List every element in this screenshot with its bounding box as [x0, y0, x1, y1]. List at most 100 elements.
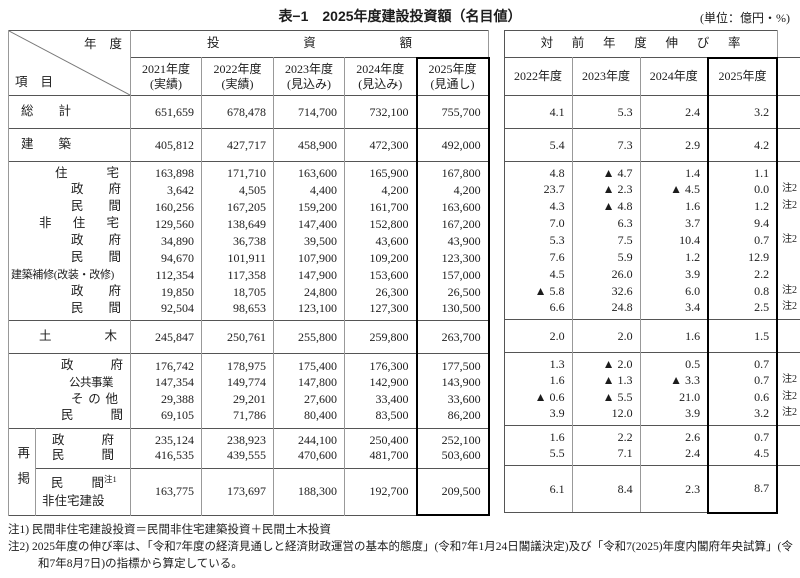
growth-value: 6.3	[571, 215, 641, 232]
growth-value: 2.4	[639, 445, 709, 466]
invest-value: 147,900	[273, 266, 345, 284]
growth-value: 4.2	[707, 128, 779, 162]
invest-value: 176,300	[344, 353, 417, 374]
table-row: 4.1 5.3 2.4 3.2	[503, 95, 800, 129]
invest-value: 101,911	[201, 249, 274, 267]
table-row: 住宅 163,898 171,710 163,600 165,900 167,800	[8, 160, 490, 182]
growth-value: ▲ 1.3	[571, 372, 641, 389]
invest-value: 98,653	[201, 300, 274, 321]
growth-value: 4.8	[503, 161, 573, 181]
growth-value: 8.4	[571, 465, 641, 513]
growth-value: 5.3	[571, 95, 641, 129]
row-label: 民間	[71, 199, 121, 214]
invest-value: 163,600	[415, 198, 490, 216]
row-label: 政府	[61, 358, 123, 373]
growth-value: 3.2	[707, 95, 779, 129]
invest-value: 175,400	[273, 353, 345, 374]
invest-value: 4,200	[415, 181, 490, 199]
table-row: 6.6 24.8 3.4 2.5 注2	[503, 300, 800, 320]
table-row: 4.5 26.0 3.9 2.2	[503, 266, 800, 283]
invest-value: 107,900	[273, 249, 345, 267]
row-label: 建築補修(改装・改修)	[11, 269, 115, 282]
invest-value: 43,900	[415, 232, 490, 250]
invest-value: 238,923	[201, 427, 274, 449]
growth-value: 2.0	[571, 319, 641, 353]
note2-ref: 注2	[782, 407, 798, 419]
invest-value: 112,354	[130, 266, 202, 284]
invest-value: 188,300	[273, 467, 345, 516]
invest-value: 244,100	[273, 427, 345, 449]
note2-ref	[777, 446, 800, 466]
growth-value: 4.1	[503, 95, 573, 129]
invest-value: 209,500	[415, 467, 490, 517]
invest-value: 147,800	[273, 373, 345, 391]
growth-value: 10.4	[639, 232, 709, 249]
col-header-2022: 2022年度	[503, 57, 573, 96]
invest-value: 252,100	[415, 427, 490, 449]
growth-value: 0.7	[707, 425, 779, 446]
growth-value: 4.3	[503, 198, 573, 215]
table-row: ▲ 5.8 32.6 6.0 0.8 注2	[503, 283, 800, 300]
growth-value: ▲ 0.6	[503, 389, 573, 406]
invest-value: 416,535	[130, 448, 202, 469]
growth-value: 3.9	[503, 406, 573, 426]
growth-value: 2.4	[639, 95, 709, 129]
col-header-2023: 2023年度	[571, 57, 641, 96]
table-row: 3.9 12.0 3.9 3.2 注2	[503, 406, 800, 426]
table-row: 土木 245,847 250,761 255,800 259,800 263,700	[8, 320, 490, 354]
row-label: 土木	[39, 329, 117, 344]
growth-value: 23.7	[503, 181, 573, 198]
row-label: 政府	[71, 284, 121, 299]
invest-value: 143,900	[415, 373, 490, 391]
invest-group-header: 投資額	[129, 30, 490, 58]
row-label: 政府	[52, 432, 114, 447]
row-label: 総計	[21, 104, 71, 119]
col-header-2022: 2022年度 (実績)	[201, 57, 274, 96]
invest-value: 3,642	[130, 181, 202, 199]
growth-value: 12.0	[571, 406, 641, 426]
invest-value: 43,600	[344, 232, 417, 250]
saikei-label: 再掲	[8, 427, 36, 516]
table-header-row: 2022年度 2023年度 2024年度 2025年度	[503, 56, 800, 96]
note2-ref	[777, 95, 800, 129]
table-row: 7.6 5.9 1.2 12.9	[503, 249, 800, 266]
note2-ref: 注2	[782, 374, 798, 386]
growth-value: 6.6	[503, 300, 573, 320]
unit-note: (単位：億円・%)	[700, 11, 790, 25]
note2-ref	[777, 266, 800, 283]
growth-value: 1.6	[639, 198, 709, 215]
table-row: 政府 34,890 36,738 39,500 43,600 43,900	[8, 232, 490, 250]
table-row: 政府 3,642 4,505 4,400 4,200 4,200	[8, 181, 490, 199]
growth-value: ▲ 5.5	[571, 389, 641, 406]
invest-value: 250,761	[201, 320, 274, 354]
note2-ref: 注2	[782, 200, 798, 212]
invest-value: 165,900	[344, 160, 417, 182]
invest-value: 171,710	[201, 160, 274, 182]
note2-ref	[777, 249, 800, 266]
diagonal-header-cell: 年度 項目	[8, 30, 131, 96]
growth-value: 0.8	[707, 283, 779, 300]
invest-value: 34,890	[130, 232, 202, 250]
row-label: 民間	[52, 448, 114, 463]
footnote-1: 注1) 民間非住宅建設投資＝民間非住宅建築投資＋民間土木投資	[8, 524, 331, 536]
growth-value: ▲ 2.3	[571, 181, 641, 198]
col-header-2024: 2024年度 (見込み)	[344, 57, 417, 96]
col-header-2021: 2021年度 (実績)	[130, 57, 202, 96]
invest-value: 29,201	[201, 390, 274, 408]
year-header-label: 年度	[84, 37, 122, 51]
growth-value: 1.4	[639, 161, 709, 181]
page-title: 表−1 2025年度建設投資額（名目値）	[278, 8, 522, 24]
invest-value: 427,717	[201, 128, 274, 162]
invest-value: 94,670	[130, 249, 202, 267]
growth-value: ▲ 2.0	[571, 352, 641, 372]
growth-value: 5.5	[503, 445, 573, 466]
invest-value: 80,400	[273, 407, 345, 428]
invest-value: 147,400	[273, 215, 345, 233]
table-row: 1.3 ▲ 2.0 0.5 0.7	[503, 352, 800, 372]
invest-value: 161,700	[344, 198, 417, 216]
invest-value: 152,800	[344, 215, 417, 233]
table-header-row: 対前年度伸び率	[503, 30, 800, 58]
table-row: 5.3 7.5 10.4 0.7 注2	[503, 232, 800, 249]
invest-value: 255,800	[273, 320, 345, 354]
growth-value: 21.0	[639, 389, 709, 406]
